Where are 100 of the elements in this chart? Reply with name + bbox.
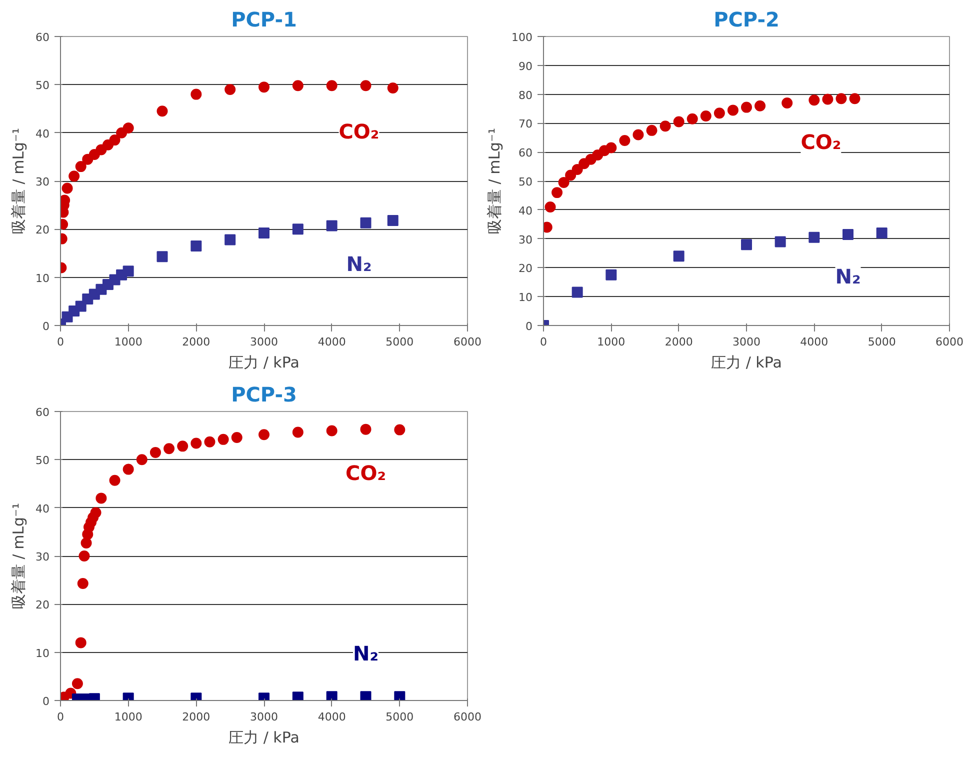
chart-title: PCP-2 xyxy=(714,8,780,32)
point xyxy=(292,80,304,92)
point xyxy=(177,440,188,452)
y-tick-label: 10 xyxy=(36,646,50,660)
point xyxy=(72,678,83,690)
x-tick-label: 0 xyxy=(540,336,547,348)
y-tick-label: 80 xyxy=(518,88,533,102)
point xyxy=(686,113,698,124)
y-tick-label: 0 xyxy=(526,320,532,333)
x-tick-label: 5000 xyxy=(386,336,414,348)
point xyxy=(156,106,168,117)
point xyxy=(754,100,766,112)
point xyxy=(606,142,617,154)
point xyxy=(231,432,242,443)
point xyxy=(360,691,372,700)
point xyxy=(164,443,175,454)
x-axis-title: 圧力 / kPa xyxy=(711,354,782,372)
x-axis-title: 圧力 / kPa xyxy=(228,354,300,372)
y-axis-title: 吸着量 / mLg⁻¹ xyxy=(10,502,28,610)
y-tick-label: 60 xyxy=(36,406,50,419)
point xyxy=(150,446,161,458)
y-tick-label: 50 xyxy=(518,176,533,188)
point xyxy=(808,94,820,106)
point xyxy=(544,202,556,212)
point xyxy=(360,217,372,228)
x-tick-label: 6000 xyxy=(936,336,964,348)
series-label: N₂ xyxy=(835,264,861,288)
point xyxy=(822,94,834,105)
x-tick-label: 3000 xyxy=(250,710,278,724)
y-tick-label: 0 xyxy=(42,320,50,333)
point xyxy=(387,214,398,226)
point xyxy=(136,454,148,466)
point xyxy=(224,234,236,246)
y-tick-label: 0 xyxy=(42,695,50,708)
y-tick-label: 10 xyxy=(36,272,50,285)
x-tick-label: 5000 xyxy=(868,336,896,348)
point xyxy=(741,102,752,113)
point xyxy=(109,134,120,146)
point xyxy=(727,104,738,116)
y-tick-label: 90 xyxy=(518,60,533,73)
point xyxy=(258,82,270,93)
series-label: CO₂ xyxy=(800,130,842,154)
y-tick-label: 30 xyxy=(518,233,533,246)
point xyxy=(876,228,888,239)
point xyxy=(90,507,102,518)
series-label: CO₂ xyxy=(346,461,386,486)
point xyxy=(565,170,576,181)
point xyxy=(122,122,134,134)
point xyxy=(326,220,338,232)
point xyxy=(387,82,398,94)
point xyxy=(632,129,644,140)
point xyxy=(68,170,80,182)
series-label: CO₂ xyxy=(338,119,380,144)
x-tick-label: 1000 xyxy=(597,336,626,348)
point xyxy=(156,251,168,262)
y-tick-label: 20 xyxy=(36,598,50,612)
y-tick-label: 40 xyxy=(518,204,533,218)
point xyxy=(394,424,406,436)
y-tick-label: 60 xyxy=(518,146,533,160)
point xyxy=(660,120,671,132)
point xyxy=(646,124,658,136)
point xyxy=(572,164,583,175)
point xyxy=(700,110,712,122)
point xyxy=(558,176,570,188)
x-tick-label: 4000 xyxy=(318,336,346,348)
x-tick-label: 0 xyxy=(57,336,64,348)
y-tick-label: 20 xyxy=(36,224,50,237)
point xyxy=(109,474,120,486)
point xyxy=(606,269,617,280)
point xyxy=(190,88,202,100)
point xyxy=(218,434,229,445)
point xyxy=(360,424,372,435)
point xyxy=(224,84,236,95)
y-tick-label: 70 xyxy=(518,118,533,131)
point xyxy=(849,93,860,104)
point xyxy=(552,187,563,198)
series-label: N₂ xyxy=(346,252,372,276)
x-tick-label: 1000 xyxy=(114,336,142,348)
point xyxy=(808,232,820,243)
point xyxy=(96,492,107,504)
y-tick-label: 60 xyxy=(36,31,50,44)
y-axis-title: 吸着量 / mLg⁻¹ xyxy=(10,128,28,234)
series-label: N₂ xyxy=(353,641,378,666)
x-tick-label: 4000 xyxy=(318,710,346,724)
point xyxy=(836,93,847,104)
y-tick-label: 50 xyxy=(36,79,50,92)
x-tick-label: 2000 xyxy=(182,336,210,348)
x-tick-label: 4000 xyxy=(800,336,828,348)
x-tick-label: 1000 xyxy=(114,710,142,724)
point xyxy=(326,80,338,92)
point xyxy=(292,692,304,700)
point xyxy=(292,224,304,235)
point xyxy=(258,429,270,440)
point xyxy=(741,239,752,250)
point xyxy=(190,240,202,252)
y-tick-label: 20 xyxy=(518,262,533,276)
point xyxy=(394,691,406,700)
point xyxy=(258,228,270,239)
chart-title: PCP-3 xyxy=(231,382,297,406)
point xyxy=(122,266,134,277)
